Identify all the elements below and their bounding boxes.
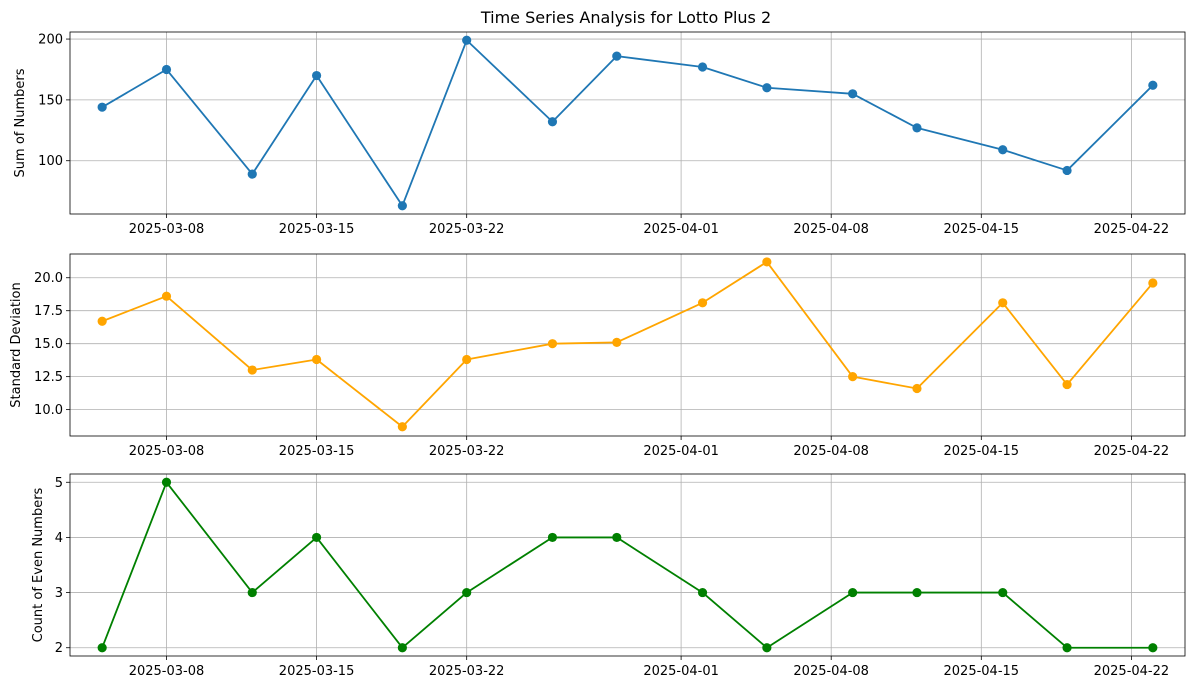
data-point [311,354,322,365]
data-point [161,64,172,75]
chart-panel-3: 2025-03-08 2025-03-15 2025-03-22 2025-04-01… [31,473,1186,679]
x-tick-label: 2025-04-15 [944,664,1020,679]
data-point [697,62,708,72]
y-tick-label: 200 [38,33,63,48]
data-point [762,643,772,653]
x-tick-label: 2025-03-15 [279,444,355,459]
data-point [247,365,257,375]
data-point [762,83,772,93]
data-point [547,532,558,543]
x-tick-label: 2025-04-15 [944,222,1020,237]
grid-lines [70,474,1185,656]
data-point [848,587,858,598]
x-tick-label: 2025-03-08 [129,222,205,237]
x-tick-label: 2025-04-22 [1094,664,1170,679]
data-point [848,89,858,99]
y-tick-label: 2 [55,641,63,656]
data-point [1062,379,1072,390]
y-tick-label: 20.0 [34,271,63,286]
y-tick-label: 150 [38,93,63,108]
data-point [912,383,922,394]
x-tick-label: 2025-03-22 [429,222,505,237]
data-point [462,35,472,45]
data-point [762,257,772,267]
data-point [998,298,1008,308]
data-point [161,477,172,487]
chart-panels: 2025-03-08 2025-03-15 2025-03-22 2025-04-01… [9,31,1186,679]
data-point [612,337,622,347]
data-point [912,123,922,133]
data-point [161,291,172,301]
x-tick-label: 2025-04-01 [643,222,719,237]
data-point [247,169,257,179]
y-tick-label: 100 [38,154,63,169]
x-tick-label: 2025-04-08 [793,444,869,459]
data-point [912,587,922,598]
y-tick-label: 15.0 [34,337,63,352]
x-tick-label: 2025-04-08 [793,222,869,237]
grid-lines [70,32,1185,214]
x-tick-label: 2025-03-22 [429,664,505,679]
plot-frame [69,31,1186,215]
x-tick-label: 2025-04-22 [1094,444,1170,459]
y-tick-label: 3 [55,586,63,601]
data-point [397,422,407,432]
y-tick-label: 17.5 [34,304,63,319]
data-point [1062,165,1072,176]
grid-lines [70,254,1185,436]
data-point [1148,80,1158,90]
data-point [1148,643,1158,653]
y-tick-label: 4 [55,531,63,546]
data-point [462,587,472,598]
data-point [998,587,1008,598]
x-tick-label: 2025-03-08 [129,444,205,459]
y-tick-label: 12.5 [34,370,63,385]
chart-panel-1: 2025-03-08 2025-03-15 2025-03-22 2025-04-01… [13,31,1186,237]
y-axis-label: Standard Deviation [9,282,24,407]
data-point [998,145,1008,155]
data-point [1148,278,1158,288]
data-point [1062,643,1072,653]
data-point [547,117,558,127]
data-point [247,587,257,598]
data-point [697,587,708,598]
chart-panel-2: 2025-03-08 2025-03-15 2025-03-22 2025-04-01… [9,253,1186,459]
x-tick-label: 2025-04-22 [1094,222,1170,237]
data-point [311,532,322,543]
data-point [397,201,407,211]
y-axis-label: Sum of Numbers [13,68,28,177]
data-point [97,102,107,112]
x-tick-label: 2025-04-01 [643,664,719,679]
plot-frame [69,473,1186,657]
data-point [697,298,708,308]
data-point [311,70,322,81]
data-point [97,316,107,326]
plot-frame [69,253,1186,437]
x-tick-label: 2025-03-15 [279,222,355,237]
x-tick-label: 2025-03-08 [129,664,205,679]
data-point [547,339,558,349]
x-tick-label: 2025-04-15 [944,444,1020,459]
data-point [612,532,622,543]
y-tick-label: 10.0 [34,403,63,418]
data-point [97,643,107,653]
x-tick-label: 2025-03-22 [429,444,505,459]
y-axis-label: Count of Even Numbers [31,487,46,642]
data-point [397,643,407,653]
y-tick-label: 5 [55,476,63,491]
data-point [848,372,858,382]
x-tick-label: 2025-04-01 [643,444,719,459]
data-point [462,354,472,365]
figure-title: Time Series Analysis for Lotto Plus 2 [480,8,771,27]
x-tick-label: 2025-03-15 [279,664,355,679]
data-point [612,51,622,61]
x-tick-label: 2025-04-08 [793,664,869,679]
